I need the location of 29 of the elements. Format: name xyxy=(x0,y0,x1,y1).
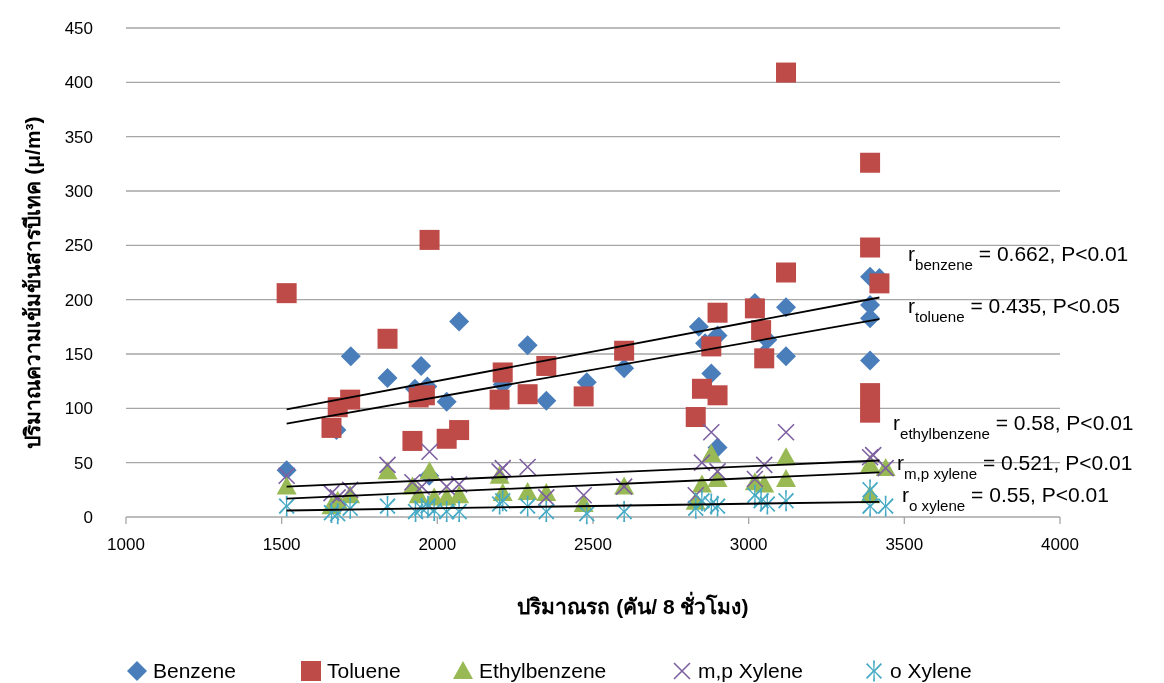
legend-label: o Xylene xyxy=(890,659,972,682)
x-tick-label: 1000 xyxy=(107,535,145,554)
annotation: r$_{toluene}$ = 0.435, P<0.05 xyxy=(908,294,1120,326)
x-tick-label: 2000 xyxy=(418,535,457,554)
x-tick-label: 2500 xyxy=(574,535,612,554)
y-tick-label: 350 xyxy=(64,127,93,147)
annotation: r$_{ethylbenzene}$ = 0.58, P<0.01 xyxy=(893,411,1134,443)
y-tick-label: 150 xyxy=(64,345,93,364)
y-tick-label: 100 xyxy=(64,399,93,419)
y-tick-label: 200 xyxy=(64,290,93,310)
annotation: r$_{o xylene}$ = 0.55, P<0.01 xyxy=(902,483,1109,515)
y-tick-label: 400 xyxy=(64,73,93,93)
y-tick-label: 0 xyxy=(83,508,93,527)
y-tick-label: 300 xyxy=(64,182,93,201)
legend-label: Ethylbenzene xyxy=(479,659,607,682)
x-tick-label: 3000 xyxy=(729,535,768,554)
annotation: r$_{benzene}$ = 0.662, P<0.01 xyxy=(908,242,1129,274)
x-tick-label: 1500 xyxy=(262,535,301,554)
annotation: r$_{m,p xylene}$ = 0.521, P<0.01 xyxy=(897,451,1133,483)
y-tick-label: 250 xyxy=(64,236,93,256)
x-axis-title: ปริมาณรถ (คัน/ 8 ชั่วโมง) xyxy=(517,591,749,618)
y-tick-label: 50 xyxy=(74,453,93,473)
legend-label: Toluene xyxy=(327,659,401,682)
x-tick-label: 4000 xyxy=(1041,535,1079,554)
y-tick-label: 450 xyxy=(64,19,93,38)
legend-label: Benzene xyxy=(153,659,236,682)
y-axis-title: ปริมาณความเข้มข้นสารบีเทค (μ/m³) xyxy=(21,116,44,449)
legend-label: m,p Xylene xyxy=(698,659,804,682)
x-tick-label: 3500 xyxy=(885,535,924,554)
